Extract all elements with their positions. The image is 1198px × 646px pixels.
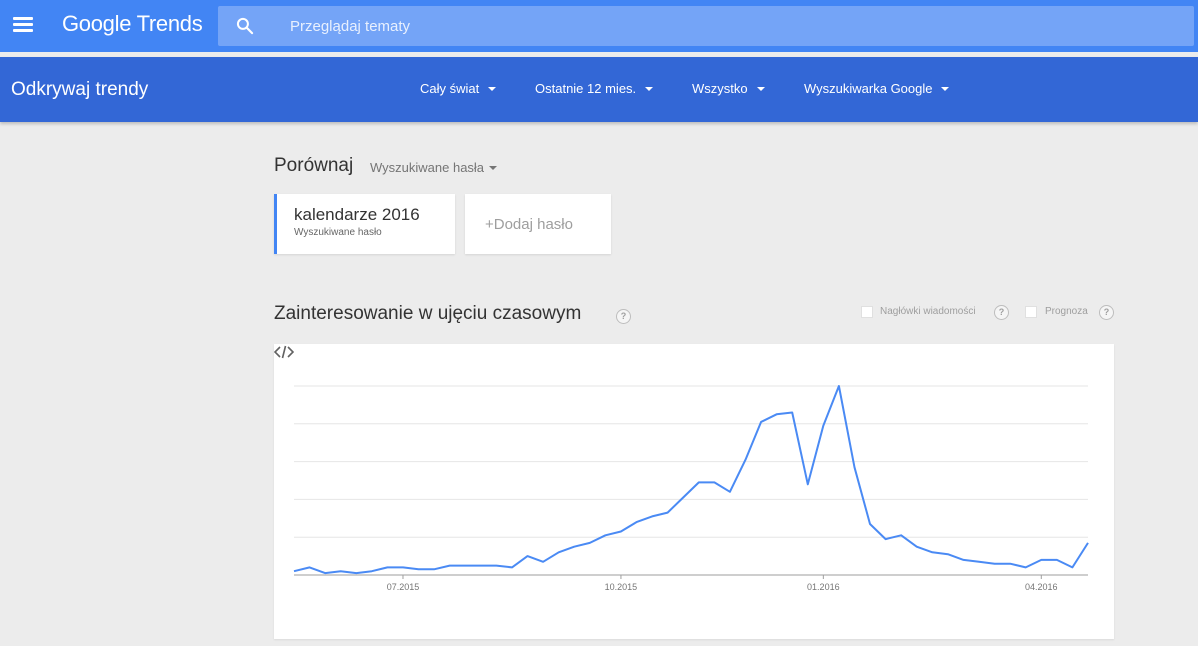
search-term-name: kalendarze 2016: [294, 205, 420, 224]
data-point[interactable]: [323, 571, 327, 575]
menu-icon[interactable]: [12, 14, 34, 36]
data-point[interactable]: [401, 565, 405, 569]
data-point[interactable]: [915, 545, 919, 549]
x-tick-label: 04.2016: [1025, 582, 1058, 592]
logo-google-text: Google: [62, 11, 132, 36]
add-term-label: +Dodaj hasło: [485, 216, 573, 233]
news-help-icon[interactable]: ?: [994, 305, 1009, 320]
data-point[interactable]: [977, 560, 981, 564]
data-point[interactable]: [1070, 565, 1074, 569]
add-term-button[interactable]: +Dodaj hasło: [465, 194, 611, 254]
data-point[interactable]: [1024, 565, 1028, 569]
data-point[interactable]: [635, 520, 639, 524]
compare-type-dropdown[interactable]: Wyszukiwane hasła: [370, 160, 498, 175]
data-point[interactable]: [775, 412, 779, 416]
data-point[interactable]: [557, 550, 561, 554]
embed-code-icon[interactable]: [274, 344, 294, 360]
x-tick-label: 10.2015: [605, 582, 638, 592]
data-point[interactable]: [868, 522, 872, 526]
data-point[interactable]: [572, 545, 576, 549]
news-headlines-label: Nagłówki wiadomości: [880, 306, 976, 317]
data-point[interactable]: [619, 530, 623, 534]
search-term-card[interactable]: kalendarze 2016 Wyszukiwane hasło: [274, 194, 455, 254]
data-point[interactable]: [837, 384, 841, 388]
data-point[interactable]: [588, 541, 592, 545]
data-point[interactable]: [463, 564, 467, 568]
explore-bar: Odkrywaj trendy Cały świat Ostatnie 12 m…: [0, 57, 1198, 122]
data-point[interactable]: [479, 564, 483, 568]
region-filter[interactable]: Cały świat: [420, 81, 497, 96]
data-point[interactable]: [1039, 558, 1043, 562]
chevron-down-icon: [488, 86, 497, 91]
search-box[interactable]: [218, 6, 1194, 46]
help-icon[interactable]: ?: [616, 309, 631, 324]
data-point[interactable]: [417, 567, 421, 571]
data-point[interactable]: [852, 465, 856, 469]
search-type-filter[interactable]: Wyszukiwarka Google: [804, 81, 950, 96]
data-point[interactable]: [993, 562, 997, 566]
compare-type-label: Wyszukiwane hasła: [370, 160, 485, 175]
logo-trends-text: Trends: [136, 11, 203, 36]
data-point[interactable]: [1086, 541, 1090, 545]
x-tick-label: 01.2016: [807, 582, 840, 592]
region-filter-label: Cały świat: [420, 81, 480, 96]
interest-chart-card: 07.2015 10.2015 01.2016 04.2016: [274, 344, 1114, 639]
interest-over-time-title: Zainteresowanie w ujęciu czasowym: [274, 303, 582, 324]
chevron-down-icon: [645, 86, 654, 91]
category-filter-label: Wszystko: [692, 81, 748, 96]
data-point[interactable]: [759, 420, 763, 424]
compare-title: Porównaj: [274, 155, 354, 176]
chevron-down-icon: [756, 86, 765, 91]
data-point[interactable]: [308, 565, 312, 569]
category-filter[interactable]: Wszystko: [692, 81, 765, 96]
data-point[interactable]: [339, 569, 343, 573]
data-point[interactable]: [697, 480, 701, 484]
data-point[interactable]: [806, 482, 810, 486]
chevron-down-icon: [941, 86, 950, 91]
data-point[interactable]: [494, 564, 498, 568]
data-point[interactable]: [292, 569, 296, 573]
news-headlines-checkbox[interactable]: [861, 306, 873, 318]
data-point[interactable]: [666, 511, 670, 515]
chevron-down-icon: [489, 165, 498, 170]
data-point[interactable]: [1008, 562, 1012, 566]
data-point[interactable]: [884, 537, 888, 541]
data-point[interactable]: [728, 490, 732, 494]
top-bar: Google Trends: [0, 0, 1198, 52]
data-point[interactable]: [899, 533, 903, 537]
search-type-filter-label: Wyszukiwarka Google: [804, 81, 933, 96]
data-point[interactable]: [946, 552, 950, 556]
google-trends-logo[interactable]: Google Trends: [62, 11, 203, 37]
x-tick-label: 07.2015: [387, 582, 420, 592]
data-point[interactable]: [448, 564, 452, 568]
data-point[interactable]: [712, 480, 716, 484]
time-range-filter-label: Ostatnie 12 mies.: [535, 81, 637, 96]
data-point[interactable]: [354, 571, 358, 575]
search-input[interactable]: [290, 14, 1170, 38]
data-point[interactable]: [526, 554, 530, 558]
search-icon[interactable]: [235, 16, 255, 36]
data-point[interactable]: [432, 567, 436, 571]
data-point[interactable]: [821, 424, 825, 428]
interest-line-chart[interactable]: 07.2015 10.2015 01.2016 04.2016: [274, 344, 1114, 639]
data-point[interactable]: [603, 533, 607, 537]
forecast-checkbox[interactable]: [1025, 306, 1037, 318]
data-point[interactable]: [681, 496, 685, 500]
time-range-filter[interactable]: Ostatnie 12 mies.: [535, 81, 654, 96]
data-point[interactable]: [370, 569, 374, 573]
data-point[interactable]: [743, 458, 747, 462]
series-line[interactable]: [293, 385, 1089, 575]
data-point[interactable]: [961, 558, 965, 562]
data-point[interactable]: [930, 550, 934, 554]
data-point[interactable]: [1055, 558, 1059, 562]
data-point[interactable]: [541, 560, 545, 564]
forecast-label: Prognoza: [1045, 306, 1088, 317]
forecast-help-icon[interactable]: ?: [1099, 305, 1114, 320]
search-term-type: Wyszukiwane hasło: [294, 227, 382, 238]
data-point[interactable]: [510, 565, 514, 569]
data-point[interactable]: [790, 410, 794, 414]
data-point[interactable]: [650, 514, 654, 518]
data-point[interactable]: [385, 565, 389, 569]
page-title: Odkrywaj trendy: [11, 79, 149, 100]
